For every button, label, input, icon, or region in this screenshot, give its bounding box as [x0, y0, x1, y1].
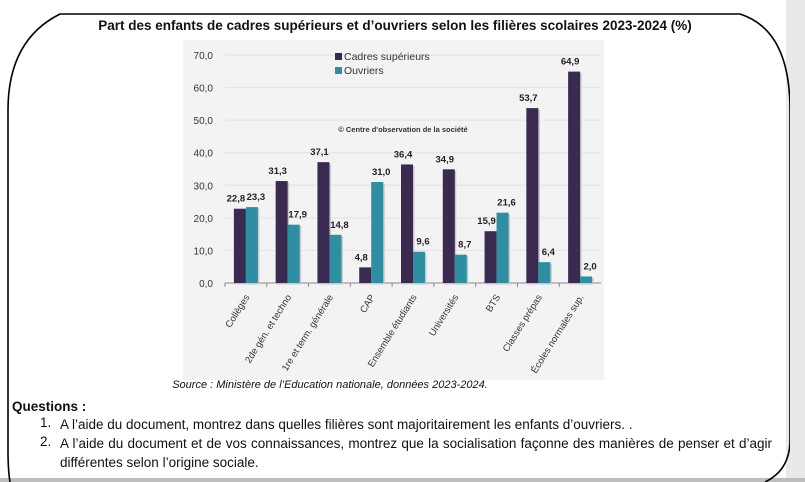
x-tick-label: Classes prépas	[501, 293, 545, 355]
bar-ouvriers	[538, 262, 551, 283]
y-tick-label: 10,0	[194, 246, 214, 257]
bar-ouvriers	[496, 212, 509, 283]
x-tick-label: Universités	[427, 293, 461, 339]
bottom-strip	[0, 478, 805, 482]
source-caption: Source : Ministère de l’Education nation…	[172, 379, 488, 391]
question-number: 2.	[40, 434, 52, 449]
data-label: 22,8	[227, 194, 246, 205]
bar-ouvriers	[413, 251, 425, 283]
bar-cadres	[233, 208, 246, 283]
x-tick-label: Collèges	[224, 293, 253, 330]
y-tick-label: 40,0	[194, 149, 214, 160]
question-1: 1. A l’aide du document, montrez dans qu…	[40, 415, 772, 434]
data-label: 64,9	[561, 57, 580, 68]
data-label: 31,3	[268, 166, 287, 177]
legend-label: Ouvriers	[344, 65, 384, 77]
y-tick-label: 0,0	[199, 279, 213, 290]
bar-ouvriers	[454, 254, 467, 283]
data-label: 36,4	[394, 149, 413, 160]
data-label: 4,8	[355, 252, 368, 263]
bar-cadres	[484, 231, 497, 283]
bar-ouvriers	[329, 234, 342, 283]
legend-label: Cadres supérieurs	[344, 51, 430, 63]
question-2: 2. A l’aide du document et de vos connai…	[40, 434, 772, 472]
data-label: 8,7	[458, 240, 471, 251]
bar-cadres	[568, 71, 581, 284]
data-label: 6,4	[542, 247, 556, 258]
bar-ouvriers	[580, 276, 593, 283]
side-strip	[786, 0, 805, 482]
bar-cadres	[401, 164, 413, 283]
y-tick-label: 60,0	[194, 84, 214, 95]
y-tick-label: 20,0	[194, 214, 214, 225]
data-label: 17,9	[288, 210, 307, 221]
watermark: © Centre d'observation de la société	[338, 125, 467, 134]
bar-chart: 0,0 10,0 20,0 30,0 40,0 50,0 60,0 70,0 22,8 23,3 C…	[194, 51, 601, 376]
questions-heading: Questions :	[12, 399, 87, 414]
data-label: 21,6	[497, 198, 516, 209]
question-text: A l’aide du document, montrez dans quell…	[60, 417, 633, 432]
legend-swatch	[335, 53, 342, 60]
data-label: 15,9	[477, 216, 496, 227]
y-tick-label: 70,0	[194, 51, 214, 62]
bar-cadres	[442, 169, 455, 283]
data-label: 37,1	[310, 147, 329, 158]
legend-swatch	[335, 67, 342, 74]
data-label: 23,3	[247, 192, 266, 203]
data-label: 53,7	[519, 93, 538, 104]
bar-cadres	[359, 267, 372, 283]
data-label: 2,0	[584, 261, 597, 272]
y-tick-label: 50,0	[194, 116, 214, 127]
data-label: 14,8	[330, 220, 349, 231]
bar-cadres	[526, 108, 539, 283]
data-label: 9,6	[416, 237, 429, 248]
x-tick-label: CAP	[358, 293, 378, 315]
data-label: 34,9	[436, 154, 455, 165]
question-number: 1.	[40, 415, 52, 430]
question-text: A l’aide du document et de vos connaissa…	[60, 436, 772, 470]
x-tick-label: BTS	[484, 293, 503, 315]
data-label: 31,0	[372, 167, 391, 178]
bar-cadres	[317, 162, 330, 283]
document-title: Part des enfants de cadres supérieurs et…	[98, 18, 692, 33]
chart-image: 0,0 10,0 20,0 30,0 40,0 50,0 60,0 70,0 22,8 23,3 C…	[183, 40, 604, 380]
bar-ouvriers	[287, 224, 300, 283]
bar-ouvriers	[371, 182, 384, 283]
bar-ouvriers	[245, 207, 258, 283]
x-tick-label: 2de gén. et techno	[243, 293, 294, 366]
y-tick-label: 30,0	[194, 181, 214, 192]
bar-cadres	[275, 181, 288, 283]
